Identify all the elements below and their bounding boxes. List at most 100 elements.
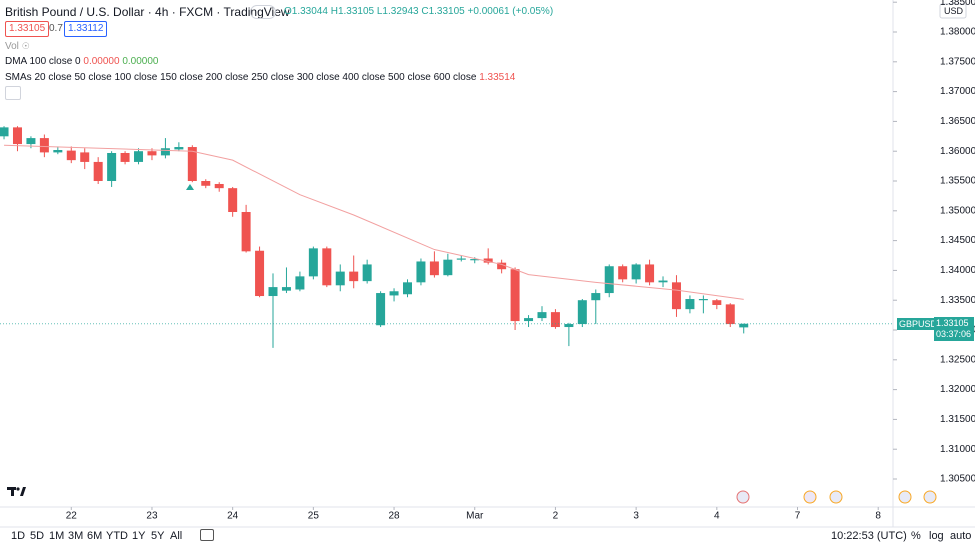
date-range-picker[interactable] (200, 529, 214, 541)
y-tick-label: 1.38000 (940, 27, 975, 38)
candle-body (228, 188, 238, 212)
market-status-toggle[interactable] (250, 5, 276, 19)
candle-body (120, 152, 130, 162)
candle-body (416, 261, 426, 283)
ohlc-close: C1.33105 (421, 6, 465, 17)
event-icon (829, 490, 843, 504)
dma-name: DMA 100 close 0 (5, 56, 81, 67)
candle-body (174, 147, 184, 150)
event-icon (803, 490, 817, 504)
candle-body (591, 293, 601, 301)
dma-value: 0.00000 (83, 56, 120, 67)
candle-body (550, 312, 560, 328)
logo-part (16, 487, 20, 491)
candle-body (631, 264, 641, 280)
candle-body (201, 181, 211, 186)
currency-label[interactable]: USD (944, 6, 964, 16)
candle-body (564, 324, 574, 328)
y-tick-label: 1.32000 (940, 384, 975, 395)
x-tick-label: 23 (146, 511, 158, 522)
y-tick-label: 1.35000 (940, 205, 975, 216)
y-tick-label: 1.31000 (940, 444, 975, 455)
candle-body (335, 271, 345, 286)
log-toggle[interactable]: log (929, 530, 944, 542)
y-tick-label: 1.36000 (940, 146, 975, 157)
candle-body (725, 304, 735, 325)
signal-marker (186, 184, 194, 190)
candle-body (483, 258, 493, 263)
candle-body (429, 261, 439, 276)
candle-body (510, 269, 520, 322)
range-button[interactable]: 6M (87, 530, 103, 542)
logo-part (11, 487, 14, 496)
candle-body (349, 271, 359, 282)
candle-body (376, 293, 386, 326)
sell-button[interactable]: 1.33105 (5, 21, 50, 37)
candle-body (53, 150, 63, 153)
candle-body (671, 282, 681, 310)
candle-body (26, 138, 36, 145)
x-tick-label: 3 (633, 511, 639, 522)
candle-body (268, 287, 278, 297)
symbol-title: British Pound / U.S. Dollar · 4h · FXCM … (5, 5, 290, 19)
candle-body (537, 312, 547, 319)
candle-body (241, 211, 251, 252)
range-button[interactable]: All (170, 530, 183, 542)
y-tick-label: 1.31500 (940, 414, 975, 425)
y-tick-label: 1.35500 (940, 176, 975, 187)
plot (0, 126, 893, 348)
x-tick-label: 8 (875, 511, 881, 522)
range-button[interactable]: 1D (11, 530, 26, 542)
range-button[interactable]: YTD (106, 530, 128, 542)
volume-legend: Vol ☉ (5, 41, 30, 52)
candle-body (658, 280, 668, 283)
last-price: 1.33105 (936, 318, 969, 328)
candle-body (456, 258, 466, 260)
candle-body (645, 264, 655, 283)
currency-selector[interactable] (939, 3, 967, 19)
event-icon (736, 490, 750, 504)
dma-legend: DMA 100 close 0 0.00000 0.00000 (5, 55, 158, 69)
x-tick-label: 4 (714, 511, 720, 522)
logo (7, 487, 26, 496)
candle-body (524, 318, 534, 322)
candle-body (93, 161, 103, 182)
candle-body (497, 262, 507, 270)
candle-body (214, 183, 224, 189)
ohlc-legend: O1.33044 H1.33105 L1.32943 C1.33105 +0.0… (284, 5, 553, 19)
bar-countdown: 03:37:06 (936, 329, 972, 339)
legend-collapse[interactable] (5, 86, 21, 100)
ohlc-change: +0.00061 (+0.05%) (467, 6, 554, 17)
candle-body (187, 147, 197, 182)
candle-body (12, 127, 22, 145)
sma-value: 1.33514 (479, 72, 516, 83)
range-button[interactable]: 3M (68, 530, 84, 542)
percent-toggle[interactable]: % (911, 530, 921, 542)
candle-body (443, 259, 453, 276)
candle-body (295, 276, 305, 290)
y-tick-label: 1.34000 (940, 265, 975, 276)
candle-body (389, 291, 399, 296)
y-tick-label: 1.34500 (940, 235, 975, 246)
range-button[interactable]: 5D (30, 530, 45, 542)
event-icon (898, 490, 912, 504)
candle-body (0, 127, 9, 137)
range-button[interactable]: 5Y (151, 530, 165, 542)
candle-body (739, 323, 749, 328)
y-tick-label: 1.38500 (940, 0, 975, 8)
candle-body (255, 250, 265, 297)
range-button[interactable]: 1M (49, 530, 65, 542)
ohlc-low: L1.32943 (376, 6, 419, 17)
auto-toggle[interactable]: auto (950, 530, 972, 542)
range-button[interactable]: 1Y (132, 530, 146, 542)
x-tick-label: 28 (388, 511, 400, 522)
buy-button[interactable]: 1.33112 (64, 21, 108, 37)
ohlc-open: O1.33044 (284, 6, 328, 17)
sma-legend: SMAs 20 close 50 close 100 close 150 clo… (5, 71, 515, 85)
candle-body (66, 150, 76, 161)
candle-body (712, 300, 722, 305)
candle-body (308, 248, 318, 277)
y-tick-label: 1.36500 (940, 116, 975, 127)
